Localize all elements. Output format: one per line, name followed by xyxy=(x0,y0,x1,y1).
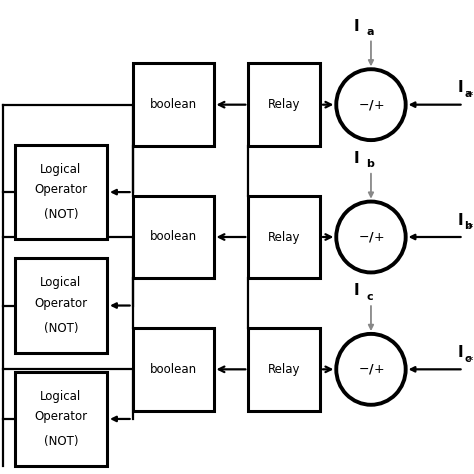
Text: $\bf{I}$: $\bf{I}$ xyxy=(457,211,464,228)
Text: Logical: Logical xyxy=(40,276,82,289)
Text: boolean: boolean xyxy=(149,98,197,111)
Text: Logical: Logical xyxy=(40,390,82,403)
Text: $-$/$+$: $-$/$+$ xyxy=(358,98,384,112)
Text: Relay: Relay xyxy=(268,98,301,111)
FancyBboxPatch shape xyxy=(15,258,107,353)
Text: $\bf{*}$: $\bf{*}$ xyxy=(467,354,474,364)
FancyBboxPatch shape xyxy=(15,372,107,466)
Text: (NOT): (NOT) xyxy=(44,322,78,335)
Text: Operator: Operator xyxy=(34,297,87,310)
FancyBboxPatch shape xyxy=(133,64,214,146)
Text: $\bf{I}$: $\bf{I}$ xyxy=(353,150,359,166)
Text: $\bf{*}$: $\bf{*}$ xyxy=(467,89,474,99)
Text: Operator: Operator xyxy=(34,410,87,423)
Text: $\bf{I}$: $\bf{I}$ xyxy=(457,79,464,95)
Text: $\bf{a}$: $\bf{a}$ xyxy=(366,27,375,37)
Text: $\bf{I}$: $\bf{I}$ xyxy=(457,344,464,360)
Text: $\bf{a}$: $\bf{a}$ xyxy=(464,89,472,99)
FancyBboxPatch shape xyxy=(248,196,320,278)
Text: $\bf{b}$: $\bf{b}$ xyxy=(366,157,376,169)
FancyBboxPatch shape xyxy=(248,328,320,410)
Text: boolean: boolean xyxy=(149,363,197,376)
Text: $-$/$+$: $-$/$+$ xyxy=(358,230,384,244)
Text: $\bf{I}$: $\bf{I}$ xyxy=(353,283,359,299)
Circle shape xyxy=(336,201,406,273)
Text: boolean: boolean xyxy=(149,230,197,244)
Text: Relay: Relay xyxy=(268,363,301,376)
Text: Logical: Logical xyxy=(40,163,82,176)
Text: Operator: Operator xyxy=(34,183,87,196)
Text: $\bf{*}$: $\bf{*}$ xyxy=(467,221,474,231)
Text: Relay: Relay xyxy=(268,230,301,244)
Text: $\bf{I}$: $\bf{I}$ xyxy=(353,18,359,34)
Text: (NOT): (NOT) xyxy=(44,208,78,221)
FancyBboxPatch shape xyxy=(248,64,320,146)
Text: (NOT): (NOT) xyxy=(44,435,78,448)
Text: $\bf{b}$: $\bf{b}$ xyxy=(464,219,473,231)
FancyBboxPatch shape xyxy=(133,196,214,278)
Circle shape xyxy=(336,334,406,405)
Text: $\bf{c}$: $\bf{c}$ xyxy=(366,292,374,302)
FancyBboxPatch shape xyxy=(15,145,107,239)
FancyBboxPatch shape xyxy=(133,328,214,410)
Text: $-$/$+$: $-$/$+$ xyxy=(358,362,384,376)
Circle shape xyxy=(336,69,406,140)
Text: $\bf{c}$: $\bf{c}$ xyxy=(464,354,471,364)
